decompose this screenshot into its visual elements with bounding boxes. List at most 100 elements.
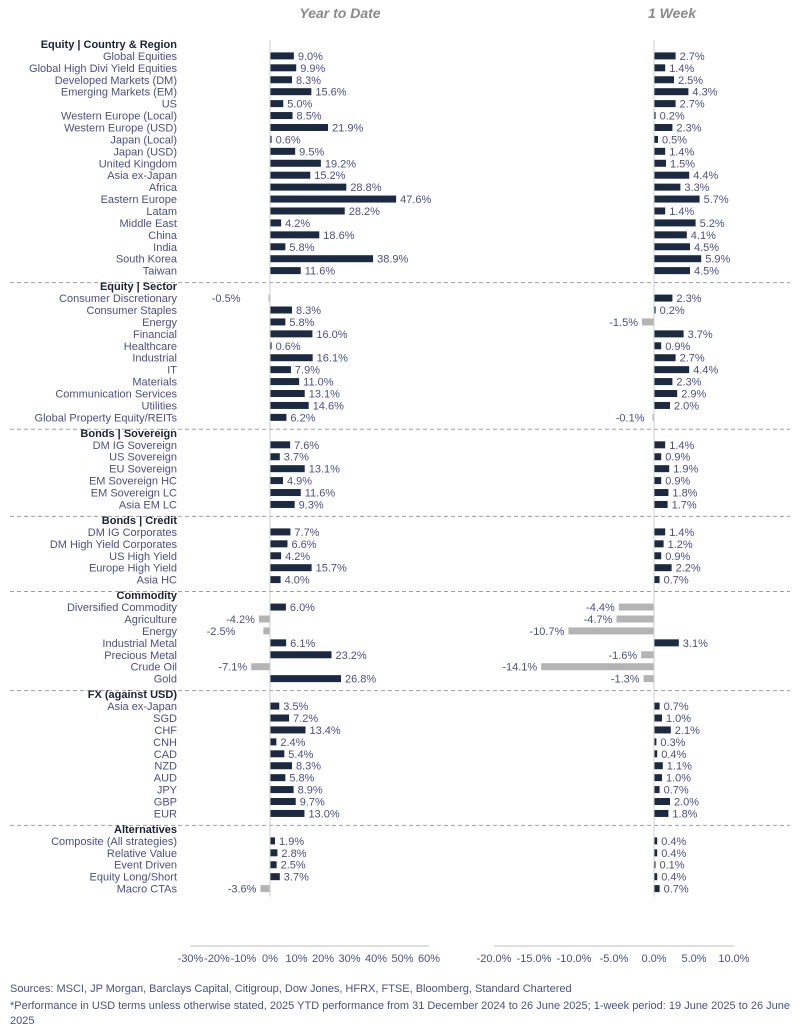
ytd-value-label: 28.2%	[349, 206, 380, 218]
week-bar	[654, 762, 663, 770]
row-label: Materials	[132, 377, 177, 389]
ytd-value-label: 5.0%	[287, 99, 312, 111]
row-label: Diversified Commodity	[67, 602, 178, 614]
week-bar	[654, 453, 662, 461]
week-value-label: 0.4%	[661, 872, 686, 884]
ytd-value-label: 4.9%	[287, 476, 312, 488]
row-label: Energy	[142, 317, 177, 329]
ytd-bar	[270, 342, 272, 350]
ytd-bar	[270, 366, 291, 374]
ytd-tick-label: 20%	[312, 953, 334, 965]
row-label: Energy	[142, 626, 177, 638]
ytd-bar	[270, 195, 397, 203]
week-value-label: -1.3%	[611, 674, 640, 686]
week-value-label: -4.7%	[584, 614, 613, 626]
week-bar	[654, 401, 670, 409]
ytd-tick-label: 50%	[391, 953, 413, 965]
ytd-value-label: 47.6%	[400, 194, 431, 206]
week-bar	[654, 702, 660, 710]
ytd-bar	[270, 552, 282, 560]
ytd-value-label: 5.4%	[288, 749, 313, 761]
week-value-label: 2.3%	[676, 122, 701, 134]
week-bar	[654, 171, 690, 179]
week-value-label: 1.9%	[673, 464, 698, 476]
ytd-value-label: 13.1%	[309, 389, 340, 401]
row-label: Asia HC	[137, 575, 177, 587]
ytd-value-label: -2.5%	[207, 626, 236, 638]
ytd-bar	[258, 615, 270, 623]
row-label: Global High Divi Yield Equities	[29, 63, 177, 75]
ytd-value-label: 16.0%	[316, 329, 347, 341]
week-tick-label: 5.0%	[681, 953, 706, 965]
week-value-label: -1.6%	[608, 650, 637, 662]
ytd-value-label: 9.3%	[299, 499, 324, 511]
ytd-bar	[270, 243, 286, 251]
ytd-value-label: 11.6%	[305, 488, 336, 500]
ytd-bar	[270, 183, 347, 191]
ytd-value-label: 0.6%	[276, 341, 301, 353]
week-value-label: 2.0%	[674, 400, 699, 412]
ytd-value-label: 9.7%	[300, 797, 325, 809]
week-value-label: 1.4%	[669, 206, 694, 218]
week-bar	[654, 786, 660, 794]
week-bar	[654, 100, 676, 108]
ytd-bar	[270, 774, 286, 782]
week-bar	[654, 726, 671, 734]
week-bar	[654, 159, 666, 167]
ytd-tick-label: 60%	[418, 953, 440, 965]
week-value-label: 0.2%	[660, 305, 685, 317]
section-title-equity-sector: Equity | Sector	[100, 281, 178, 293]
ytd-bar	[270, 401, 309, 409]
ytd-bar	[270, 88, 312, 96]
ytd-tick-label: 10%	[285, 953, 307, 965]
row-label: Macro CTAs	[117, 884, 178, 896]
ytd-value-label: 19.2%	[325, 158, 356, 170]
week-value-label: 0.9%	[665, 476, 690, 488]
ytd-tick-label: -10%	[231, 953, 257, 965]
week-bar	[654, 540, 664, 548]
week-bar	[654, 552, 662, 560]
row-label: EM Sovereign HC	[89, 476, 177, 488]
ytd-bar	[251, 663, 270, 671]
week-value-label: 2.7%	[680, 51, 705, 63]
week-bar	[616, 615, 654, 623]
ytd-value-label: 6.1%	[290, 638, 315, 650]
week-bar	[654, 76, 674, 84]
row-label: AUD	[154, 773, 177, 785]
week-bar	[654, 714, 662, 722]
week-bar	[652, 413, 654, 421]
row-label: Asia ex-Japan	[107, 701, 177, 713]
row-label: South Korea	[116, 254, 178, 266]
week-value-label: -4.4%	[586, 602, 615, 614]
week-value-label: 0.7%	[664, 575, 689, 587]
ytd-value-label: 15.2%	[314, 170, 345, 182]
week-bar	[654, 147, 666, 155]
ytd-bar	[270, 837, 276, 845]
ytd-bar	[270, 477, 283, 485]
ytd-bar	[270, 207, 345, 215]
ytd-value-label: -7.1%	[218, 662, 247, 674]
week-bar	[654, 390, 678, 398]
ytd-bar	[270, 726, 306, 734]
ytd-bar	[270, 100, 284, 108]
row-label: SGD	[153, 713, 177, 725]
ytd-value-label: 4.2%	[285, 218, 310, 230]
week-bar	[654, 342, 662, 350]
row-label: DM IG Corporates	[88, 527, 178, 539]
week-bar	[654, 267, 690, 275]
week-value-label: 0.9%	[665, 452, 690, 464]
row-label: Event Driven	[114, 860, 177, 872]
row-label: EUR	[154, 808, 177, 820]
week-value-label: 5.7%	[704, 194, 729, 206]
ytd-value-label: 7.7%	[294, 527, 319, 539]
footer-sources: Sources: MSCI, JP Morgan, Barclays Capit…	[10, 983, 572, 995]
week-value-label: 0.4%	[661, 749, 686, 761]
ytd-bar	[270, 52, 294, 60]
ytd-header: Year to Date	[299, 5, 380, 21]
week-bar	[654, 366, 690, 374]
ytd-bar	[270, 171, 311, 179]
week-value-label: 3.3%	[684, 182, 709, 194]
ytd-bar	[270, 123, 329, 131]
section-title-bonds-credit: Bonds | Credit	[102, 515, 178, 527]
week-tick-label: -5.0%	[600, 953, 629, 965]
